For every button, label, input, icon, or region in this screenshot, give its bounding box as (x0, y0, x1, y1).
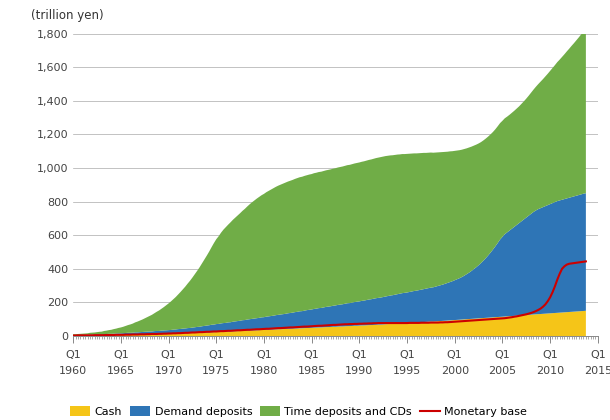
Text: Q1: Q1 (447, 349, 462, 360)
Text: Q1: Q1 (590, 349, 606, 360)
Text: 1975: 1975 (202, 366, 231, 376)
Monetary base (463, 318, 470, 323)
Text: Q1: Q1 (351, 349, 367, 360)
Monetary base (365, 321, 373, 326)
Text: Q1: Q1 (65, 349, 81, 360)
Text: 2000: 2000 (440, 366, 469, 376)
Monetary base (184, 330, 192, 335)
Text: 2015: 2015 (584, 366, 610, 376)
Text: Q1: Q1 (113, 349, 129, 360)
Text: 1985: 1985 (298, 366, 326, 376)
Text: 1990: 1990 (345, 366, 373, 376)
Text: 2005: 2005 (489, 366, 517, 376)
Monetary base (70, 333, 77, 338)
Text: Q1: Q1 (542, 349, 558, 360)
Text: Q1: Q1 (399, 349, 415, 360)
Monetary base (361, 321, 368, 326)
Text: 1980: 1980 (250, 366, 278, 376)
Text: 1960: 1960 (59, 366, 87, 376)
Monetary base (503, 315, 511, 320)
Text: Q1: Q1 (304, 349, 320, 360)
Text: 2010: 2010 (536, 366, 564, 376)
Text: 1970: 1970 (154, 366, 183, 376)
Text: (trillion yen): (trillion yen) (31, 8, 104, 21)
Line: Monetary base: Monetary base (73, 261, 586, 336)
Legend: Cash, Demand deposits, Time deposits and CDs, Monetary base: Cash, Demand deposits, Time deposits and… (66, 402, 531, 420)
Monetary base (198, 330, 206, 335)
Monetary base (582, 259, 589, 264)
Text: 1965: 1965 (107, 366, 135, 376)
Text: 1995: 1995 (393, 366, 421, 376)
Text: Q1: Q1 (256, 349, 272, 360)
Text: Q1: Q1 (495, 349, 511, 360)
Text: Q1: Q1 (209, 349, 224, 360)
Text: Q1: Q1 (160, 349, 176, 360)
